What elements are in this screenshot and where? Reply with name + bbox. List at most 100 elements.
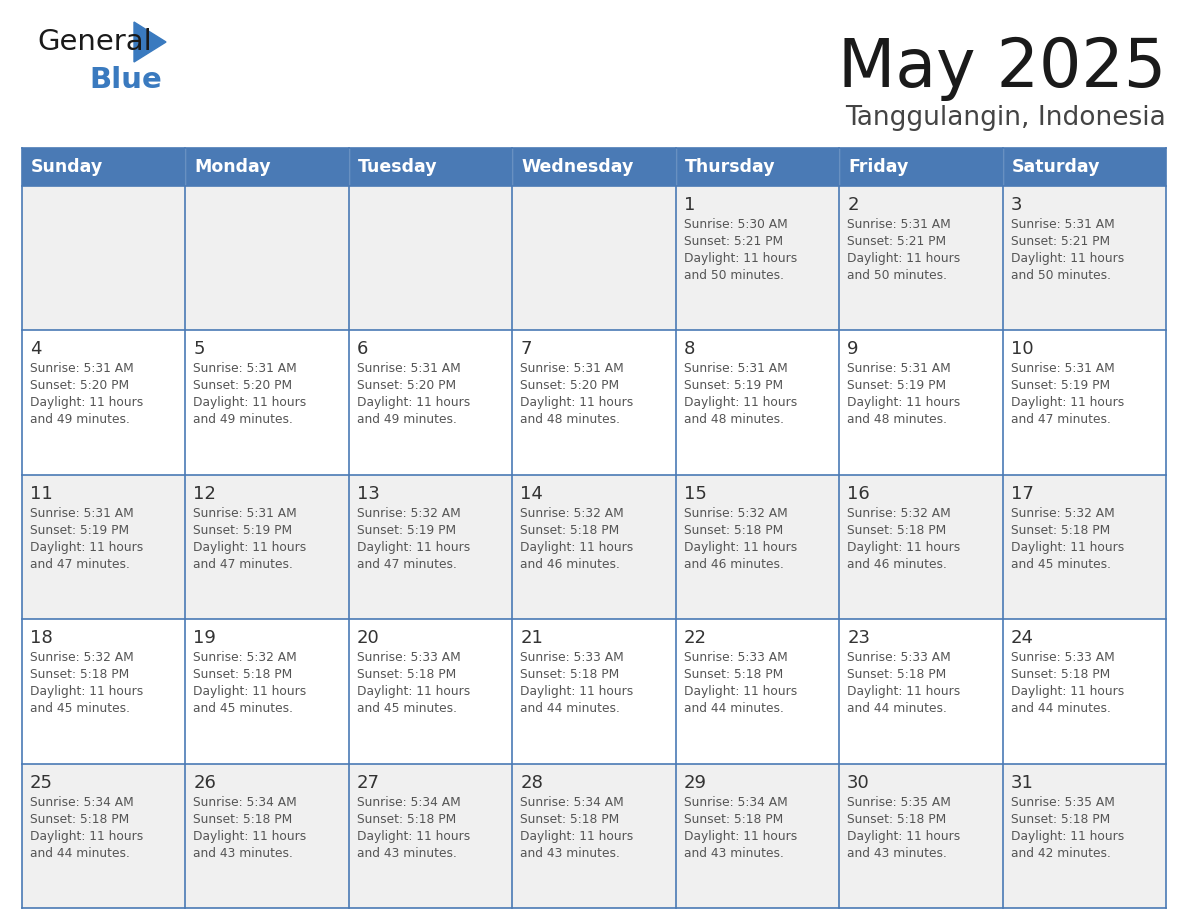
Text: Daylight: 11 hours: Daylight: 11 hours xyxy=(684,397,797,409)
Text: 29: 29 xyxy=(684,774,707,791)
Text: 18: 18 xyxy=(30,629,52,647)
Text: Sunrise: 5:30 AM: Sunrise: 5:30 AM xyxy=(684,218,788,231)
Text: Sunset: 5:20 PM: Sunset: 5:20 PM xyxy=(520,379,619,392)
Text: and 49 minutes.: and 49 minutes. xyxy=(356,413,456,426)
Text: Sunday: Sunday xyxy=(31,158,103,176)
Text: and 43 minutes.: and 43 minutes. xyxy=(356,846,456,859)
Text: Sunset: 5:18 PM: Sunset: 5:18 PM xyxy=(520,524,619,537)
Text: 22: 22 xyxy=(684,629,707,647)
Text: Daylight: 11 hours: Daylight: 11 hours xyxy=(30,541,144,554)
Text: Daylight: 11 hours: Daylight: 11 hours xyxy=(847,830,960,843)
Text: Sunrise: 5:34 AM: Sunrise: 5:34 AM xyxy=(684,796,788,809)
Text: Sunset: 5:18 PM: Sunset: 5:18 PM xyxy=(520,812,619,825)
Bar xyxy=(349,475,512,620)
Text: Daylight: 11 hours: Daylight: 11 hours xyxy=(30,397,144,409)
Text: Sunset: 5:19 PM: Sunset: 5:19 PM xyxy=(30,524,129,537)
Bar xyxy=(23,475,185,620)
Text: Sunset: 5:20 PM: Sunset: 5:20 PM xyxy=(194,379,292,392)
Bar xyxy=(512,475,676,620)
Bar xyxy=(676,330,839,475)
Text: Sunrise: 5:31 AM: Sunrise: 5:31 AM xyxy=(520,363,624,375)
Text: 7: 7 xyxy=(520,341,532,358)
Text: Daylight: 11 hours: Daylight: 11 hours xyxy=(1011,541,1124,554)
Text: 23: 23 xyxy=(847,629,870,647)
Text: Sunset: 5:19 PM: Sunset: 5:19 PM xyxy=(684,379,783,392)
Text: 14: 14 xyxy=(520,485,543,503)
Text: Sunrise: 5:34 AM: Sunrise: 5:34 AM xyxy=(194,796,297,809)
Bar xyxy=(349,764,512,908)
Bar xyxy=(512,148,676,186)
Text: Daylight: 11 hours: Daylight: 11 hours xyxy=(1011,685,1124,699)
Text: 20: 20 xyxy=(356,629,380,647)
Text: Thursday: Thursday xyxy=(684,158,776,176)
Text: 19: 19 xyxy=(194,629,216,647)
Text: Sunset: 5:19 PM: Sunset: 5:19 PM xyxy=(847,379,947,392)
Text: 21: 21 xyxy=(520,629,543,647)
Text: Sunset: 5:18 PM: Sunset: 5:18 PM xyxy=(356,668,456,681)
Text: 6: 6 xyxy=(356,341,368,358)
Text: 2: 2 xyxy=(847,196,859,214)
Text: 17: 17 xyxy=(1011,485,1034,503)
Text: 30: 30 xyxy=(847,774,870,791)
Bar xyxy=(512,620,676,764)
Text: and 45 minutes.: and 45 minutes. xyxy=(194,702,293,715)
Text: Sunrise: 5:34 AM: Sunrise: 5:34 AM xyxy=(520,796,624,809)
Text: Daylight: 11 hours: Daylight: 11 hours xyxy=(356,830,470,843)
Text: Sunrise: 5:31 AM: Sunrise: 5:31 AM xyxy=(847,218,950,231)
Text: 15: 15 xyxy=(684,485,707,503)
Text: 25: 25 xyxy=(30,774,53,791)
Text: Sunrise: 5:31 AM: Sunrise: 5:31 AM xyxy=(684,363,788,375)
Text: and 46 minutes.: and 46 minutes. xyxy=(684,558,784,571)
Text: Tuesday: Tuesday xyxy=(358,158,437,176)
Text: Sunrise: 5:31 AM: Sunrise: 5:31 AM xyxy=(1011,218,1114,231)
Text: and 47 minutes.: and 47 minutes. xyxy=(194,558,293,571)
Bar xyxy=(185,148,349,186)
Text: and 47 minutes.: and 47 minutes. xyxy=(1011,413,1111,426)
Bar xyxy=(839,330,1003,475)
Text: 31: 31 xyxy=(1011,774,1034,791)
Text: Sunrise: 5:31 AM: Sunrise: 5:31 AM xyxy=(30,507,134,520)
Text: Sunset: 5:18 PM: Sunset: 5:18 PM xyxy=(847,668,947,681)
Text: and 47 minutes.: and 47 minutes. xyxy=(30,558,129,571)
Text: and 44 minutes.: and 44 minutes. xyxy=(684,702,784,715)
Text: Sunset: 5:21 PM: Sunset: 5:21 PM xyxy=(847,235,947,248)
Text: 13: 13 xyxy=(356,485,380,503)
Text: Daylight: 11 hours: Daylight: 11 hours xyxy=(684,830,797,843)
Text: 27: 27 xyxy=(356,774,380,791)
Text: Sunset: 5:21 PM: Sunset: 5:21 PM xyxy=(1011,235,1110,248)
Bar xyxy=(839,148,1003,186)
Text: Sunset: 5:21 PM: Sunset: 5:21 PM xyxy=(684,235,783,248)
Bar xyxy=(676,620,839,764)
Text: Sunset: 5:18 PM: Sunset: 5:18 PM xyxy=(1011,668,1110,681)
Text: Daylight: 11 hours: Daylight: 11 hours xyxy=(520,830,633,843)
Bar xyxy=(23,330,185,475)
Text: Sunset: 5:18 PM: Sunset: 5:18 PM xyxy=(30,812,129,825)
Polygon shape xyxy=(134,22,166,62)
Text: 4: 4 xyxy=(30,341,42,358)
Bar xyxy=(839,475,1003,620)
Text: Sunrise: 5:33 AM: Sunrise: 5:33 AM xyxy=(1011,651,1114,665)
Text: and 46 minutes.: and 46 minutes. xyxy=(520,558,620,571)
Text: and 46 minutes.: and 46 minutes. xyxy=(847,558,947,571)
Text: and 45 minutes.: and 45 minutes. xyxy=(1011,558,1111,571)
Text: Sunset: 5:18 PM: Sunset: 5:18 PM xyxy=(1011,524,1110,537)
Bar xyxy=(349,186,512,330)
Bar xyxy=(839,186,1003,330)
Text: Sunrise: 5:32 AM: Sunrise: 5:32 AM xyxy=(1011,507,1114,520)
Text: 1: 1 xyxy=(684,196,695,214)
Bar xyxy=(23,186,185,330)
Text: Daylight: 11 hours: Daylight: 11 hours xyxy=(520,541,633,554)
Bar xyxy=(676,764,839,908)
Bar xyxy=(349,330,512,475)
Text: Sunrise: 5:33 AM: Sunrise: 5:33 AM xyxy=(520,651,624,665)
Text: Blue: Blue xyxy=(89,66,162,94)
Bar xyxy=(676,475,839,620)
Text: Sunset: 5:19 PM: Sunset: 5:19 PM xyxy=(1011,379,1110,392)
Text: Sunrise: 5:31 AM: Sunrise: 5:31 AM xyxy=(194,363,297,375)
Text: Daylight: 11 hours: Daylight: 11 hours xyxy=(194,685,307,699)
Text: and 44 minutes.: and 44 minutes. xyxy=(1011,702,1111,715)
Text: and 42 minutes.: and 42 minutes. xyxy=(1011,846,1111,859)
Text: Sunrise: 5:33 AM: Sunrise: 5:33 AM xyxy=(356,651,461,665)
Text: and 44 minutes.: and 44 minutes. xyxy=(520,702,620,715)
Text: Sunset: 5:20 PM: Sunset: 5:20 PM xyxy=(356,379,456,392)
